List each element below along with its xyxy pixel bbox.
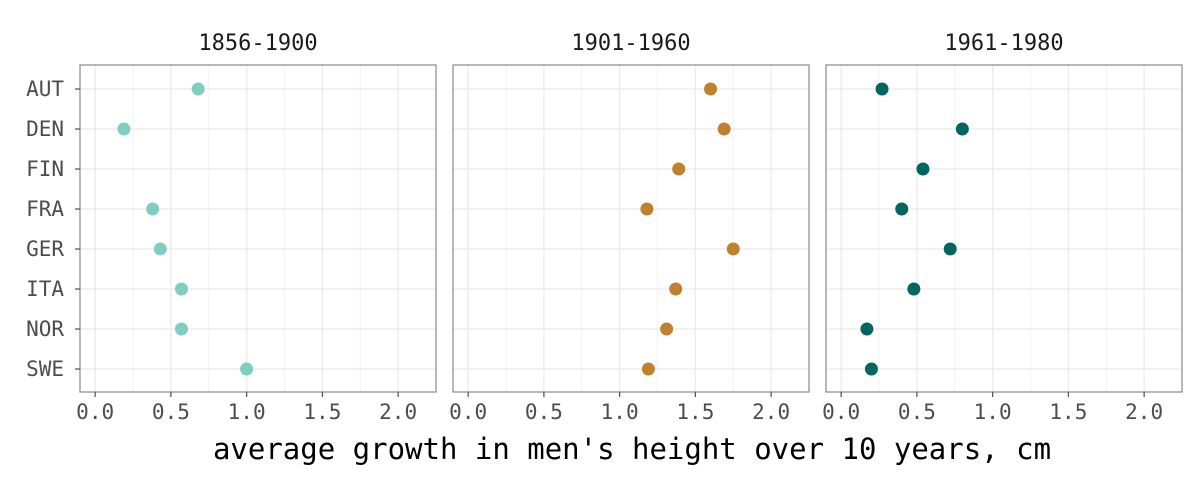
x-tick-label: 0.0 — [822, 400, 860, 424]
data-point — [907, 282, 921, 296]
x-tick-label: 0.5 — [525, 400, 563, 424]
y-category-label: AUT — [26, 77, 64, 101]
data-point — [174, 282, 188, 296]
data-point — [669, 282, 683, 296]
y-category-label: FRA — [26, 197, 64, 221]
data-point — [660, 322, 674, 336]
panel-border — [79, 64, 437, 393]
y-category-label: SWE — [26, 357, 64, 381]
y-category-label: FIN — [26, 157, 64, 181]
panel-background — [453, 65, 809, 392]
x-tick-label: 2.0 — [1125, 400, 1163, 424]
data-point — [860, 322, 874, 336]
data-point — [895, 202, 909, 216]
data-point — [640, 202, 654, 216]
data-point — [943, 242, 957, 256]
panel-title: 1961-1980 — [944, 31, 1063, 56]
data-point — [240, 362, 254, 376]
x-axis-title: average growth in men's height over 10 y… — [213, 432, 1051, 466]
y-category-label: DEN — [26, 117, 64, 141]
data-point — [146, 202, 160, 216]
x-tick-label: 1.5 — [1049, 400, 1087, 424]
data-point — [704, 82, 718, 96]
panel-background — [826, 65, 1182, 392]
x-tick-label: 1.0 — [974, 400, 1012, 424]
y-category-label: ITA — [26, 277, 64, 301]
data-point — [672, 162, 686, 176]
x-tick-label: 1.0 — [601, 400, 639, 424]
x-tick-label: 1.5 — [303, 400, 341, 424]
y-category-label: GER — [26, 237, 64, 261]
data-point — [153, 242, 167, 256]
data-point — [191, 82, 205, 96]
data-point — [726, 242, 740, 256]
data-point — [955, 122, 969, 136]
panel-title: 1901-1960 — [571, 31, 690, 56]
x-tick-label: 0.0 — [76, 400, 114, 424]
x-tick-label: 1.0 — [228, 400, 266, 424]
x-tick-label: 0.0 — [449, 400, 487, 424]
data-point — [117, 122, 131, 136]
data-point — [916, 162, 930, 176]
x-tick-label: 1.5 — [676, 400, 714, 424]
panel-background — [80, 65, 436, 392]
data-point — [875, 82, 889, 96]
data-point — [717, 122, 731, 136]
x-tick-label: 0.5 — [152, 400, 190, 424]
y-category-label: NOR — [26, 317, 64, 341]
data-point — [864, 362, 878, 376]
data-point — [174, 322, 188, 336]
panel-title: 1856-1900 — [198, 31, 317, 56]
panel-border — [452, 64, 810, 393]
panel-border — [825, 64, 1183, 393]
data-point — [641, 362, 655, 376]
x-tick-label: 2.0 — [379, 400, 417, 424]
x-tick-label: 0.5 — [898, 400, 936, 424]
x-tick-label: 2.0 — [752, 400, 790, 424]
